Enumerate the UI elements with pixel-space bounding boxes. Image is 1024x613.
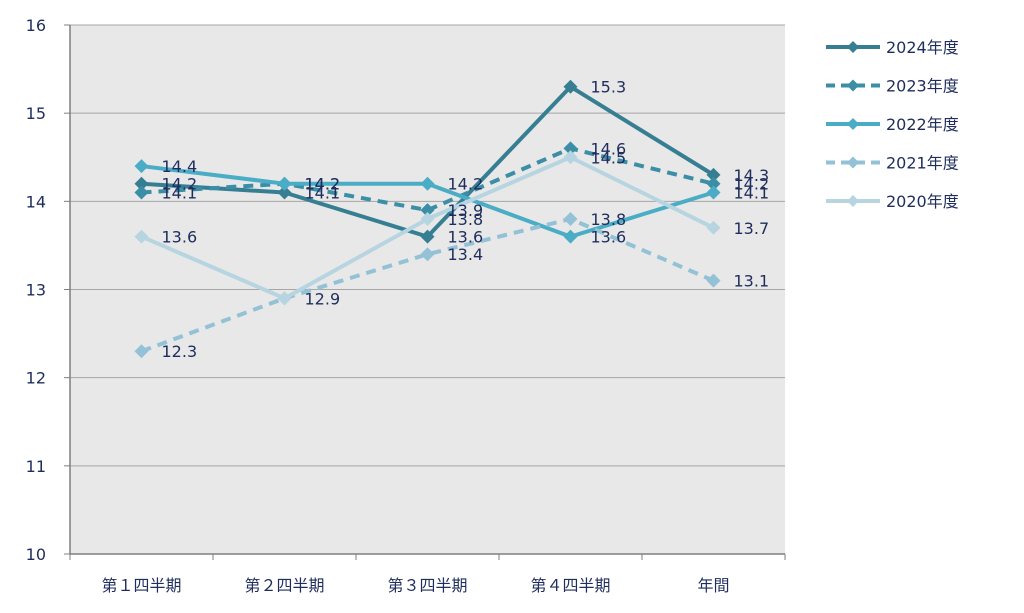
y-axis-ticks: 10 11 12 13 14 15 16 (26, 16, 70, 564)
data-point (706, 167, 721, 182)
data-label: 14.6 (591, 139, 627, 158)
data-point (563, 229, 578, 244)
x-tick-label: 第４四半期 (530, 576, 610, 595)
x-axis-ticks: 第１四半期 第２四半期 第３四半期 第４四半期 年間 (69, 554, 786, 595)
series-line-3 (140, 216, 715, 354)
data-label: 14.1 (734, 184, 770, 203)
x-tick-label: 第３四半期 (387, 576, 467, 595)
data-label: 14.2 (448, 175, 484, 194)
data-label: 14.2 (305, 175, 341, 194)
legend-marker (847, 118, 859, 130)
y-tick-label: 11 (26, 457, 46, 476)
data-label: 13.8 (448, 210, 484, 229)
data-point (134, 229, 149, 244)
data-labels: 14.2 14.113.615.314.314.1 14.213.914.614.2… (162, 78, 770, 362)
legend-marker (847, 41, 859, 53)
data-point (420, 247, 435, 262)
data-label: 13.1 (734, 272, 770, 291)
data-label: 13.6 (162, 228, 198, 247)
data-label: 14.4 (162, 157, 198, 176)
x-tick-label: 第２四半期 (244, 576, 324, 595)
data-point (277, 176, 292, 191)
y-tick-label: 15 (26, 104, 46, 123)
legend-marker (847, 79, 859, 92)
data-point (420, 211, 435, 226)
data-label: 13.7 (734, 219, 770, 238)
legend-label: 2022年度 (886, 115, 959, 134)
data-point (563, 79, 578, 94)
data-point (563, 141, 578, 156)
legend-marker (847, 156, 859, 169)
data-label: 14.1 (162, 184, 198, 203)
x-tick-label: 第１四半期 (101, 576, 181, 595)
legend-label: 2021年度 (886, 154, 959, 173)
data-point (134, 176, 149, 191)
data-point (563, 211, 578, 226)
data-point (134, 344, 149, 359)
data-label: 13.6 (591, 228, 627, 247)
data-point (706, 176, 721, 191)
y-tick-label: 13 (26, 281, 46, 300)
legend-label: 2023年度 (886, 77, 959, 96)
gridlines (70, 24, 785, 467)
data-point (563, 150, 578, 165)
data-label: 14.2 (305, 175, 341, 194)
data-point (420, 203, 435, 218)
y-tick-label: 14 (26, 192, 46, 211)
legend-label: 2020年度 (886, 192, 959, 211)
data-label: 14.5 (591, 148, 627, 167)
data-point (706, 220, 721, 235)
legend-label: 2024年度 (886, 38, 959, 57)
data-label: 13.6 (448, 228, 484, 247)
data-label: 13.9 (448, 201, 484, 220)
data-label: 14.3 (734, 166, 770, 185)
y-tick-label: 16 (26, 16, 46, 35)
data-point (420, 176, 435, 191)
data-label: 13.8 (591, 210, 627, 229)
data-label: 12.3 (162, 342, 198, 361)
data-point (134, 185, 149, 200)
data-label: 12.9 (305, 289, 341, 308)
data-point (134, 159, 149, 174)
data-point (277, 185, 292, 200)
y-tick-label: 12 (26, 369, 46, 388)
data-label: 13.4 (448, 245, 484, 264)
data-point (420, 229, 435, 244)
y-tick-label: 10 (26, 545, 46, 564)
data-point (277, 291, 292, 306)
data-label: 14.2 (734, 175, 770, 194)
data-point (706, 273, 721, 288)
legend-marker (847, 195, 859, 207)
data-label: 14.1 (305, 184, 341, 203)
legend: 2024年度 2023年度 2022年度 2021年度 2020年度 (826, 38, 959, 211)
data-label: 15.3 (591, 78, 627, 97)
series-group (134, 79, 721, 359)
series-line-1 (141, 146, 714, 213)
data-point (706, 185, 721, 200)
data-label: 14.2 (162, 175, 198, 194)
x-tick-label: 年間 (697, 576, 729, 595)
